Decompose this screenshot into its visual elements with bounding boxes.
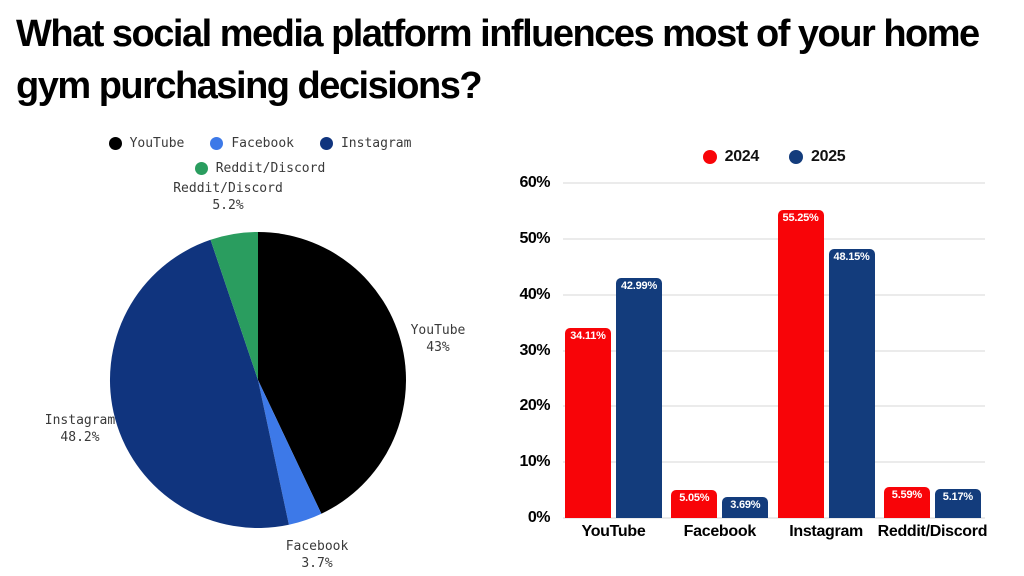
bar-value-label: 5.17%: [942, 491, 973, 504]
bar-value-label: 48.15%: [833, 251, 870, 264]
bar-plot-area: 34.11% 42.99% YouTube 5.05% 3.69% Facebook 55.…: [563, 182, 987, 540]
bar-legend: 2024 2025: [563, 148, 985, 166]
y-axis-tick-label: 60%: [519, 174, 550, 191]
bar-2025-youtube: 42.99%: [616, 278, 662, 518]
gridline: [563, 517, 985, 519]
legend-label: 2025: [811, 148, 846, 165]
legend-dot-icon: [319, 137, 333, 150]
gridline: [563, 349, 985, 352]
bar-y-axis: 0% 10% 20% 30% 40% 50% 60%: [496, 174, 556, 526]
pie-chart: [109, 232, 406, 529]
gridline: [563, 461, 985, 464]
legend-dot-icon: [789, 150, 803, 164]
legend-label: Instagram: [340, 136, 412, 151]
bar-group-facebook: 5.05% 3.69% Facebook: [671, 183, 769, 540]
pie-legend-row: Reddit/Discord: [194, 161, 326, 176]
bar-group-reddit-discord: 5.59% 5.17% Reddit/Discord: [878, 183, 987, 540]
bar-2025-instagram: 48.15%: [828, 249, 875, 518]
legend-item-2025: 2025: [789, 148, 846, 166]
legend-label: Facebook: [231, 136, 294, 151]
pie-slice-label-youtube: YouTube 43%: [411, 322, 466, 356]
x-axis-category-label: YouTube: [581, 523, 646, 540]
legend-dot-icon: [194, 162, 208, 175]
legend-item-reddit-discord: Reddit/Discord: [194, 161, 326, 176]
legend-dot-icon: [702, 150, 717, 164]
x-axis-category-label: Instagram: [789, 523, 863, 540]
x-axis-category-label: Facebook: [683, 523, 757, 540]
legend-item-facebook: Facebook: [210, 136, 294, 151]
legend-label: 2024: [724, 148, 760, 165]
x-axis-category-label: Reddit/Discord: [877, 523, 988, 540]
bar-2024-reddit-discord: 5.59%: [883, 486, 930, 518]
pie-slice-label-value: 48.2%: [60, 430, 100, 445]
pie-legend-row: YouTube Facebook Instagram: [108, 136, 412, 151]
bar-2024-instagram: 55.25%: [777, 209, 824, 518]
bar-2024-youtube: 34.11%: [565, 327, 611, 518]
bar-group-instagram: 55.25% 48.15% Instagram: [777, 183, 875, 540]
page-title: What social media platform influences mo…: [16, 13, 980, 108]
pie-slice-label-reddit-discord: Reddit/Discord 5.2%: [173, 180, 283, 214]
bar-2025-facebook: 3.69%: [722, 497, 769, 518]
gridline: [563, 293, 985, 296]
legend-dot-icon: [108, 137, 122, 150]
y-axis-tick-label: 10%: [519, 453, 550, 471]
legend-dot-icon: [210, 137, 224, 150]
pie-slice-label-value: 5.2%: [212, 198, 244, 213]
pie-slice-label-value: 3.7%: [301, 556, 333, 571]
gridline: [563, 182, 985, 184]
legend-item-instagram: Instagram: [319, 136, 412, 151]
pie-slice-facebook: [258, 380, 322, 525]
pie-slice-youtube: [258, 232, 406, 514]
legend-item-youtube: YouTube: [108, 136, 185, 151]
pie-slice-label-name: Instagram: [44, 413, 116, 428]
bar-group-youtube: 34.11% 42.99% YouTube: [565, 183, 662, 540]
y-axis-tick-label: 20%: [519, 397, 550, 415]
pie-slice-label-instagram: Instagram 48.2%: [45, 412, 115, 446]
y-axis-tick-label: 40%: [519, 285, 550, 303]
y-axis-tick-label: 0%: [527, 509, 551, 526]
bar-value-label: 55.25%: [782, 211, 819, 224]
pie-legend: YouTube Facebook Instagram Reddit/Discord: [0, 136, 520, 176]
pie-slice-instagram: [109, 239, 289, 529]
bar-value-label: 34.11%: [570, 329, 606, 342]
y-axis-tick-label: 50%: [519, 229, 550, 247]
legend-label: Reddit/Discord: [215, 161, 326, 176]
pie-slice-label-facebook: Facebook 3.7%: [286, 538, 349, 572]
bar-2025-reddit-discord: 5.17%: [934, 489, 981, 518]
pie-slice-label-name: YouTube: [410, 323, 466, 338]
bar-2024-facebook: 5.05%: [671, 489, 718, 518]
bar-value-label: 5.59%: [891, 488, 922, 501]
gridline: [563, 405, 985, 408]
pie-slice-label-value: 43%: [426, 340, 450, 355]
y-axis-tick-label: 30%: [519, 341, 550, 359]
legend-label: YouTube: [129, 136, 185, 151]
pie-slice-label-name: Reddit/Discord: [173, 181, 283, 196]
bar-value-label: 3.69%: [730, 499, 761, 512]
bar-value-label: 5.05%: [679, 491, 710, 504]
legend-item-2024: 2024: [702, 148, 760, 166]
gridline: [563, 237, 985, 240]
bar-value-label: 42.99%: [620, 280, 658, 292]
pie-slice-reddit-discord: [210, 232, 258, 380]
pie-slice-label-name: Facebook: [285, 539, 349, 554]
